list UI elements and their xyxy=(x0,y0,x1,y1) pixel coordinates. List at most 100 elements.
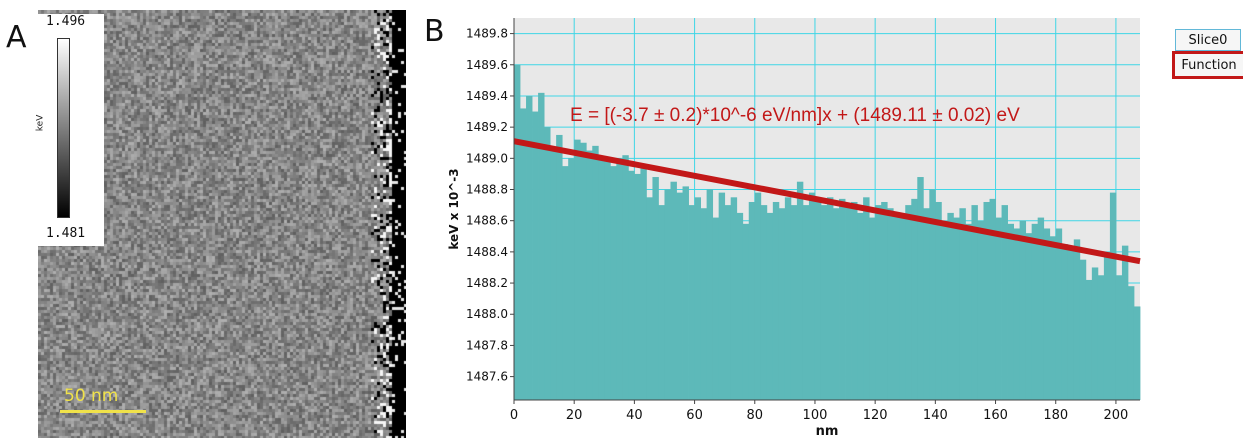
bar xyxy=(923,208,930,400)
legend-item-slice0[interactable]: Slice0 xyxy=(1175,29,1241,51)
x-tick-label: 140 xyxy=(923,408,948,423)
axes: 0 20 40 60 80 100 120 140 160 180 200 1487.6 1487.8 1… xyxy=(466,18,1140,423)
bar xyxy=(592,145,599,400)
fit-equation-annotation: E = [(-3.7 ± 0.2)*10^-6 eV/nm]x + (1489.… xyxy=(570,105,1020,126)
bar xyxy=(911,198,918,400)
bar xyxy=(893,214,900,400)
fit-function-line xyxy=(513,138,1141,265)
bar xyxy=(706,189,714,400)
bar xyxy=(814,201,822,400)
bar xyxy=(694,197,701,400)
bar xyxy=(1055,228,1063,400)
histogram-bars xyxy=(514,64,1141,401)
bar xyxy=(748,201,756,400)
colorbar-gradient xyxy=(57,38,70,218)
y-tick-label: 1487.6 xyxy=(466,370,508,384)
bar xyxy=(622,155,629,400)
bar xyxy=(766,212,774,400)
bar xyxy=(772,201,780,400)
bar xyxy=(760,205,768,400)
y-tick-label: 1488.4 xyxy=(466,245,508,259)
y-tick-label: 1488.2 xyxy=(466,276,508,290)
bar xyxy=(1061,244,1069,400)
bar xyxy=(827,197,834,400)
bar xyxy=(1079,259,1087,400)
bar xyxy=(917,177,924,400)
bar xyxy=(586,150,593,400)
bar xyxy=(1037,217,1045,400)
bar xyxy=(628,170,635,400)
bar xyxy=(1019,220,1027,400)
y-axis-label: keV x 10^-3 xyxy=(447,168,461,249)
y-tick-label: 1488.0 xyxy=(466,307,508,321)
bar xyxy=(929,189,936,400)
x-tick-label: 200 xyxy=(1104,408,1129,423)
x-tick-label: 20 xyxy=(566,408,583,423)
bar xyxy=(718,192,726,400)
bar xyxy=(1127,286,1135,400)
bar xyxy=(730,197,738,400)
bar xyxy=(935,201,942,400)
bar xyxy=(1025,233,1033,400)
bar xyxy=(796,181,804,400)
bar xyxy=(652,177,659,400)
bar xyxy=(857,212,864,400)
bar xyxy=(833,208,840,400)
bar xyxy=(736,212,744,400)
bar xyxy=(616,161,623,400)
bar xyxy=(784,197,792,400)
bar xyxy=(712,217,720,400)
bar xyxy=(941,220,948,400)
bar xyxy=(682,186,689,400)
y-tick-label: 1489.4 xyxy=(466,89,508,103)
bar xyxy=(532,111,539,400)
x-tick-label: 80 xyxy=(746,408,763,423)
colorbar-max-label: 1.496 xyxy=(46,14,86,29)
bar xyxy=(1043,228,1051,400)
bar xyxy=(1109,192,1117,400)
bar xyxy=(851,201,858,400)
bar xyxy=(947,212,954,400)
x-tick-label: 120 xyxy=(863,408,888,423)
bar xyxy=(965,223,972,400)
bar xyxy=(1121,245,1129,400)
bar xyxy=(802,205,810,400)
bar xyxy=(905,205,912,400)
bar xyxy=(953,217,960,400)
bar xyxy=(580,142,587,401)
legend-item-function[interactable]: Function xyxy=(1172,51,1243,79)
bar xyxy=(875,205,882,400)
bar xyxy=(568,158,575,400)
bar xyxy=(839,198,846,400)
bar xyxy=(544,127,551,401)
bar xyxy=(1013,228,1021,400)
bar xyxy=(1133,306,1141,400)
bar xyxy=(790,205,798,400)
bar xyxy=(1007,223,1014,400)
bar xyxy=(562,166,569,400)
bar xyxy=(550,150,557,400)
bar xyxy=(1067,248,1075,400)
y-tick-label: 1487.8 xyxy=(466,338,508,352)
bar xyxy=(1031,223,1039,400)
bar xyxy=(700,208,708,400)
bar xyxy=(676,192,683,400)
bar xyxy=(604,161,611,400)
bar xyxy=(887,208,894,400)
bar xyxy=(778,208,786,400)
bar xyxy=(899,217,906,400)
x-tick-label: 40 xyxy=(626,408,643,423)
bar xyxy=(574,139,581,400)
bar xyxy=(724,205,732,400)
x-axis-label: nm xyxy=(816,424,839,438)
bar xyxy=(640,166,647,400)
y-tick-label: 1488.8 xyxy=(466,183,508,197)
panel-label-a: A xyxy=(6,20,27,55)
y-tick-label: 1488.6 xyxy=(466,214,508,228)
bar xyxy=(1001,205,1008,400)
legend-label-function: Function xyxy=(1181,57,1237,73)
bar xyxy=(863,197,870,400)
y-tick-label: 1489.8 xyxy=(466,27,508,41)
colorbar-panel xyxy=(38,14,104,246)
bar xyxy=(989,198,996,400)
